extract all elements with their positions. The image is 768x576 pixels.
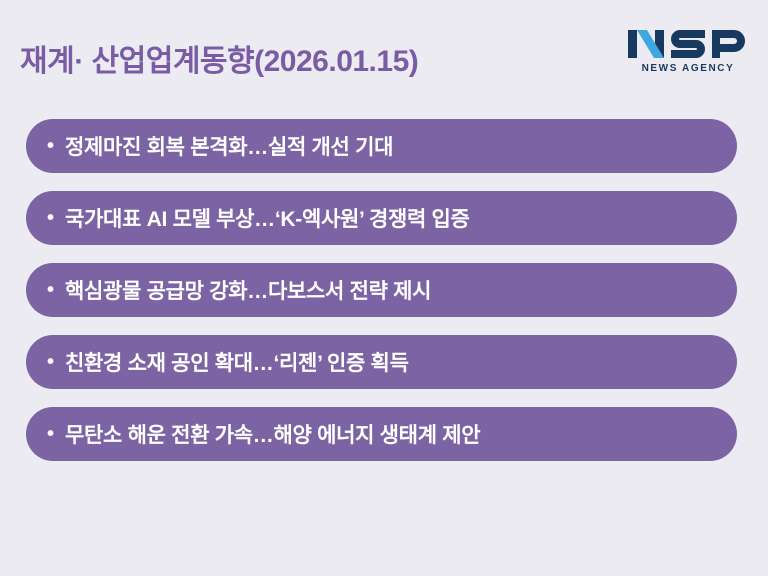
page-title: 재계· 산업업계동향(2026.01.15) (20, 45, 419, 78)
headline-text: 정제마진 회복 본격화…실적 개선 기대 (65, 136, 394, 159)
bullet-icon: • (47, 207, 55, 229)
headline-text: 국가대표 AI 모델 부상…‘K-엑사원’ 경쟁력 입증 (65, 208, 470, 231)
headline-text: 친환경 소재 공인 확대…‘리젠’ 인증 획득 (65, 352, 409, 375)
headline-bar: • 핵심광물 공급망 강화…다보스서 전략 제시 (26, 263, 737, 317)
headline-bar: • 정제마진 회복 본격화…실적 개선 기대 (26, 119, 737, 173)
nsp-logo: NEWS AGENCY (626, 30, 750, 74)
bullet-icon: • (47, 279, 55, 301)
headline-list: • 정제마진 회복 본격화…실적 개선 기대 • 국가대표 AI 모델 부상…‘… (26, 119, 737, 461)
headline-bar: • 국가대표 AI 모델 부상…‘K-엑사원’ 경쟁력 입증 (26, 191, 737, 245)
headline-bar: • 무탄소 해운 전환 가속…해양 에너지 생태계 제안 (26, 407, 737, 461)
headline-bar: • 친환경 소재 공인 확대…‘리젠’ 인증 획득 (26, 335, 737, 389)
bullet-icon: • (47, 351, 55, 373)
headline-text: 핵심광물 공급망 강화…다보스서 전략 제시 (65, 280, 432, 303)
bullet-icon: • (47, 423, 55, 445)
headline-text: 무탄소 해운 전환 가속…해양 에너지 생태계 제안 (65, 424, 481, 447)
nsp-wordmark-icon (628, 30, 745, 58)
news-agency-label: NEWS AGENCY (641, 63, 735, 74)
bullet-icon: • (47, 135, 55, 157)
